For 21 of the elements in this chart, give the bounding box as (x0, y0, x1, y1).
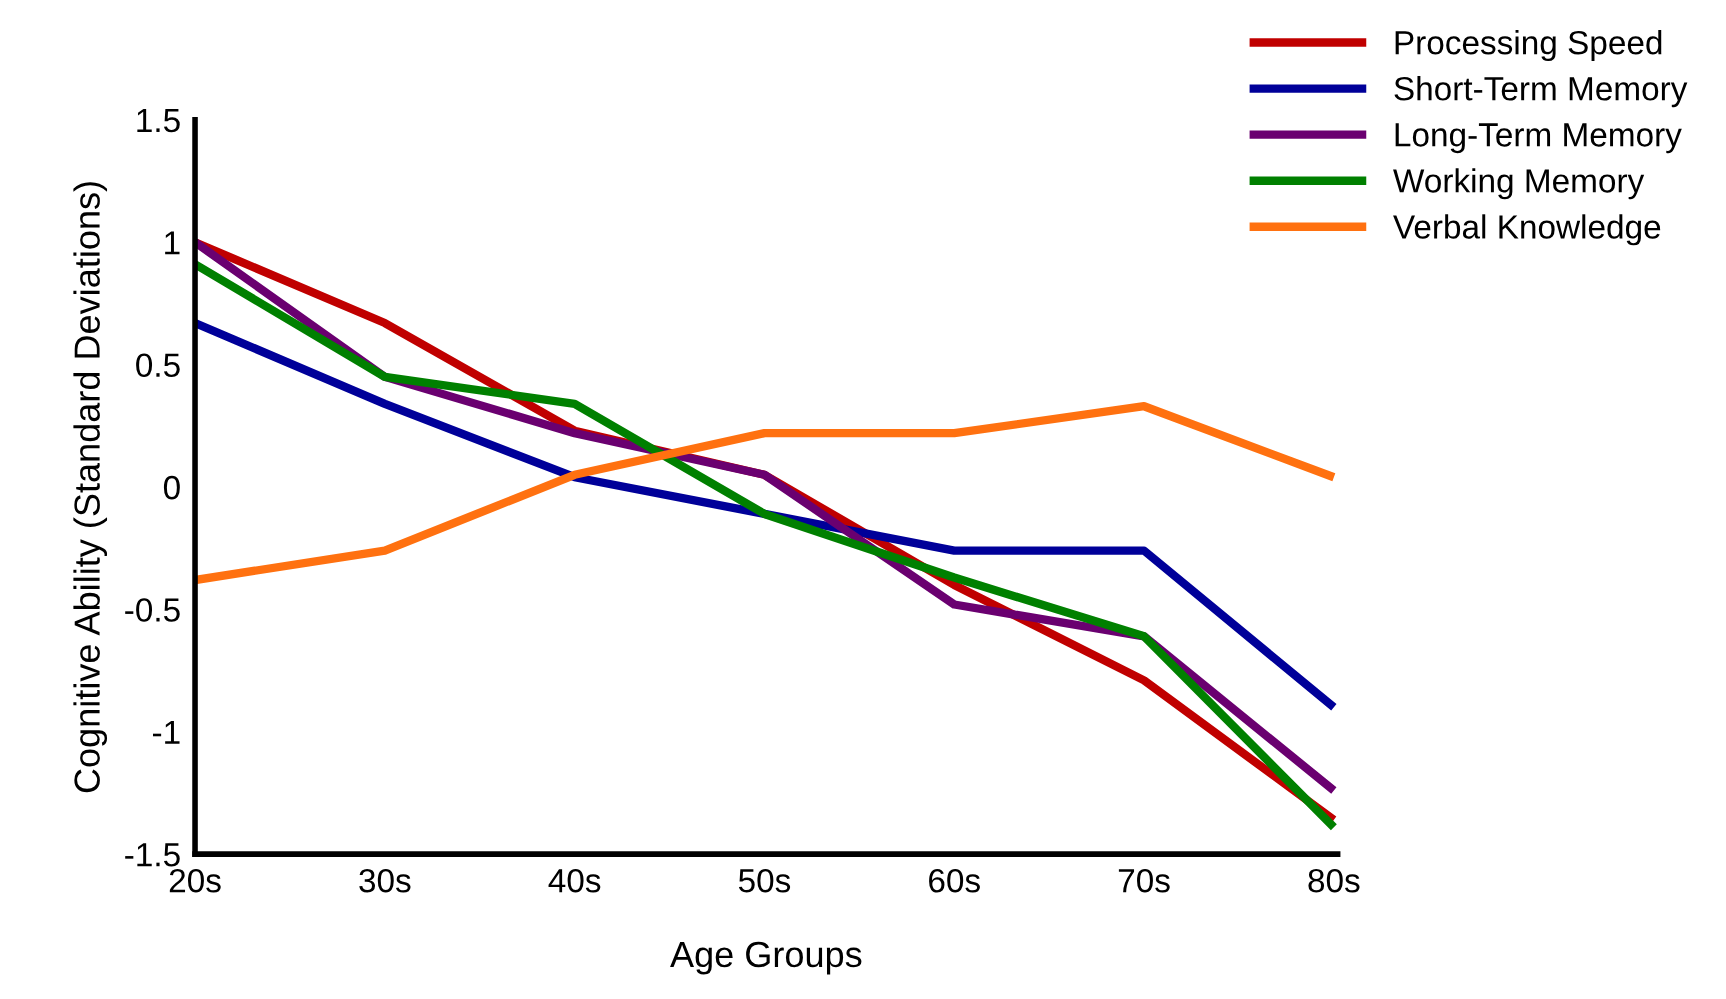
x-axis-title: Age Groups (670, 941, 862, 975)
legend-label: Long-Term Memory (1395, 123, 1682, 154)
y-tick-label: 0 (163, 475, 180, 500)
x-tick-label: 70s (1118, 868, 1170, 893)
x-tick-label: 80s (1308, 868, 1360, 893)
y-tick-label: -0.5 (125, 598, 180, 622)
x-tick-label: 60s (929, 868, 980, 893)
x-tick-label: 40s (548, 868, 601, 893)
y-tick-label: 1 (165, 231, 180, 255)
y-tick-label: 1.5 (137, 109, 180, 133)
x-tick-label: 30s (359, 868, 411, 893)
x-tick-label: 20s (169, 868, 221, 893)
y-axis-title: Cognitive Ability (Standard Deviations) (73, 182, 108, 793)
legend-label: Working Memory (1393, 168, 1645, 200)
y-tick-label: 0.5 (136, 353, 180, 378)
x-tick-label: 50s (738, 868, 791, 893)
legend-label: Short-Term Memory (1394, 76, 1688, 108)
y-tick-label: -1.5 (125, 843, 180, 867)
y-tick-label: -1 (152, 720, 180, 744)
legend-label: Verbal Knowledge (1393, 214, 1661, 246)
legend-label: Processing Speed (1395, 30, 1662, 62)
